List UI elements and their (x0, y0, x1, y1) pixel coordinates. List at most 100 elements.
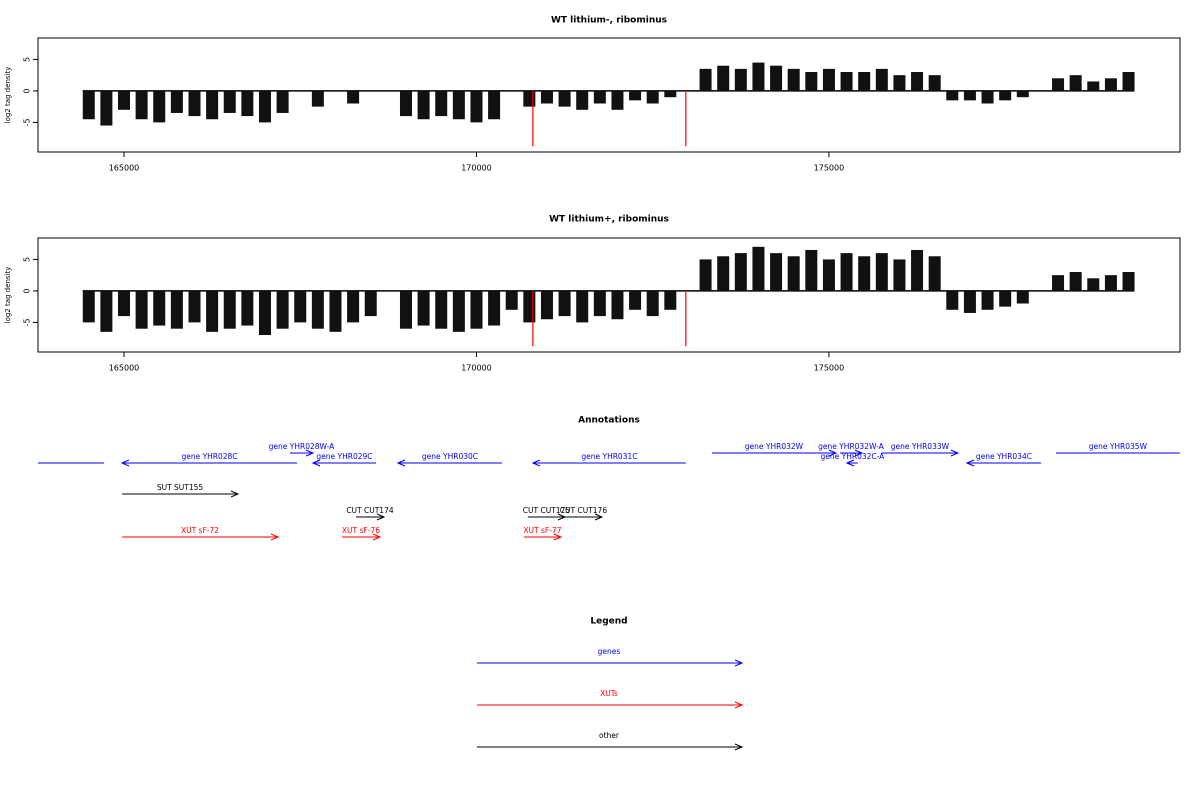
density-bar (805, 249, 818, 291)
density-bar (435, 90, 448, 117)
x-tick-label: 175000 (814, 364, 845, 373)
feature-label: CUT CUT176 (560, 506, 608, 515)
feature-label: gene YHR035W (1089, 442, 1148, 451)
y-tick-label: -5 (23, 318, 32, 326)
density-bar (1069, 75, 1082, 91)
density-bar (558, 90, 571, 107)
density-bar (170, 290, 183, 329)
arrow-head (305, 449, 315, 457)
density-bar (276, 290, 289, 329)
feature-label: gene YHR032W-A (818, 442, 885, 451)
feature-label: gene YHR031C (581, 452, 637, 461)
feature-label: CUT CUT174 (346, 506, 394, 515)
arrow-head (270, 533, 280, 541)
density-bar (170, 90, 183, 113)
chart-title: WT lithium-, ribominus (551, 16, 667, 26)
density-bar (699, 259, 712, 291)
density-bar (1087, 81, 1100, 91)
density-bar (893, 75, 906, 91)
density-bar (752, 62, 765, 91)
density-bar (153, 290, 166, 326)
density-bar (206, 290, 219, 332)
density-bar (1016, 290, 1029, 304)
y-tick-label: -5 (23, 118, 32, 126)
density-bar (347, 290, 360, 323)
density-bar (523, 290, 536, 323)
density-bar (558, 290, 571, 317)
density-bar (223, 90, 236, 113)
y-tick-label: 5 (23, 257, 32, 262)
density-bar (276, 90, 289, 113)
density-bar (999, 90, 1012, 101)
arrow-head (734, 659, 744, 667)
arrow-head (965, 459, 975, 467)
density-bar (1122, 72, 1135, 91)
density-bar (611, 290, 624, 320)
plot-frame (37, 237, 1181, 353)
density-bar (787, 256, 800, 291)
density-bar (452, 90, 465, 120)
density-bar (1087, 278, 1100, 291)
feature-label: SUT SUT155 (157, 483, 204, 492)
feature-label: gene YHR033W (891, 442, 950, 451)
density-bar (875, 68, 888, 91)
arrow-head (594, 513, 604, 521)
arrow-head (854, 449, 864, 457)
arrow-head (120, 459, 130, 467)
density-bar (153, 90, 166, 123)
density-bar (206, 90, 219, 120)
density-bar (329, 290, 342, 332)
density-bar (928, 256, 941, 291)
density-bar (258, 290, 271, 335)
density-bar (294, 290, 307, 323)
feature-label: gene YHR032W (745, 442, 804, 451)
density-bar (911, 249, 924, 291)
x-tick-label: 175000 (814, 164, 845, 173)
density-bar (752, 246, 765, 291)
density-bar (347, 90, 360, 104)
density-bar (770, 65, 783, 91)
arrow-head (828, 449, 838, 457)
arrow-head (311, 459, 321, 467)
density-bar (840, 253, 853, 291)
feature-label: XUT sF-72 (181, 526, 219, 535)
feature-label: XUT sF-77 (523, 526, 561, 535)
density-bar (999, 290, 1012, 307)
density-bar (717, 256, 730, 291)
feature-label: gene YHR028W-A (269, 442, 336, 451)
density-bar (1052, 275, 1065, 291)
feature-label: gene YHR034C (976, 452, 1032, 461)
legend-label: other (599, 731, 620, 740)
density-bar (311, 90, 324, 107)
density-bar (840, 72, 853, 91)
density-bar (593, 290, 606, 317)
density-bar (646, 90, 659, 104)
density-bar (1104, 275, 1117, 291)
density-bar (417, 290, 430, 326)
density-bar (241, 290, 254, 326)
feature-label: gene YHR032C-A (821, 452, 886, 461)
density-bar (734, 253, 747, 291)
plot-frame (37, 37, 1181, 153)
arrow-head (734, 701, 744, 709)
density-bar (399, 290, 412, 329)
density-bar (118, 90, 131, 110)
arrow-head (531, 459, 541, 467)
density-bar (1016, 90, 1029, 98)
density-bar (576, 290, 589, 323)
y-axis-label: log2 tag density (4, 267, 12, 324)
arrow-head (845, 459, 855, 467)
legend-label: genes (598, 647, 621, 656)
density-bar (1104, 78, 1117, 91)
legend-title: Legend (590, 617, 627, 627)
arrow-head (230, 490, 240, 498)
density-bar (223, 290, 236, 329)
density-bar (470, 290, 483, 329)
density-bar (629, 290, 642, 310)
density-bar (82, 290, 95, 323)
density-bar (470, 90, 483, 123)
arrow-head (734, 743, 744, 751)
density-bar (135, 290, 148, 329)
density-bar (100, 90, 113, 126)
